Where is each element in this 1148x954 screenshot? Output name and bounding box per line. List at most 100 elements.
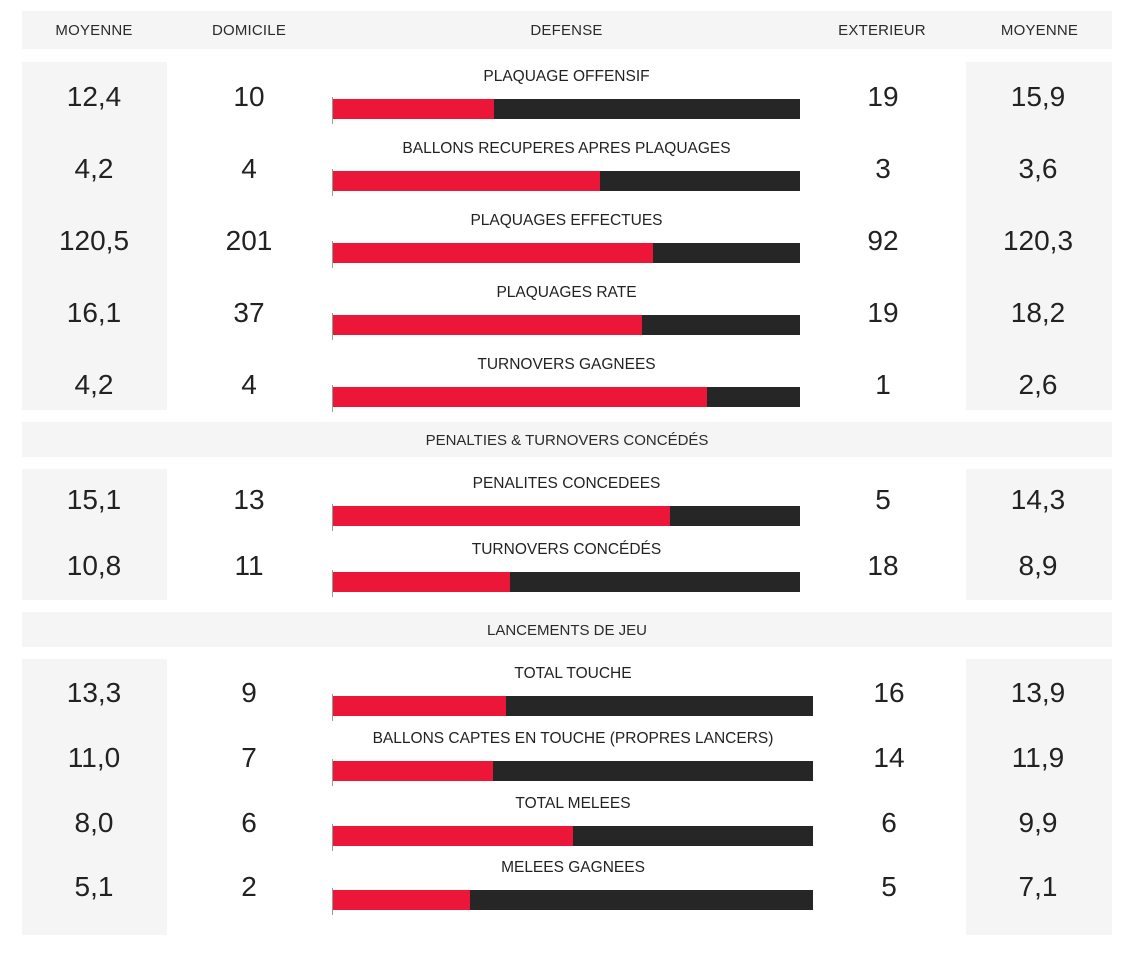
header-home: DOMICILE: [211, 22, 287, 39]
away-value: 18: [867, 550, 899, 581]
avg-home-value: 5,1: [74, 871, 114, 902]
stat-bar: [333, 572, 800, 592]
avg-home-value: 12,4: [66, 81, 122, 112]
stat-bar: [333, 387, 800, 407]
header-avg-home: MOYENNE: [55, 22, 133, 39]
stat-bar: [333, 890, 813, 910]
avg-away-panel-penalties: [966, 469, 1112, 600]
bar-tick: [332, 888, 333, 915]
stat-bar: [333, 99, 800, 119]
bar-tick: [332, 169, 333, 196]
stat-bar-home-fill: [333, 99, 495, 119]
stat-label: PENALITES CONCEDEES: [472, 475, 661, 492]
away-value: 5: [875, 484, 891, 515]
stat-label: TURNOVERS GAGNEES: [477, 356, 656, 373]
stat-label: TOTAL MELEES: [515, 795, 631, 812]
home-value: 10: [233, 81, 265, 112]
avg-home-value: 16,1: [66, 297, 122, 328]
bar-tick: [332, 694, 333, 721]
avg-away-value: 18,2: [1010, 297, 1066, 328]
stat-label: BALLONS CAPTES EN TOUCHE (PROPRES LANCER…: [372, 730, 774, 747]
bar-tick: [332, 504, 333, 531]
stat-label: PLAQUAGE OFFENSIF: [483, 68, 650, 85]
section-title-lineouts: LANCEMENTS DE JEU: [22, 612, 1112, 647]
avg-home-value: 4,2: [74, 369, 114, 400]
bar-tick: [332, 385, 333, 412]
away-value: 92: [867, 225, 899, 256]
home-value: 13: [233, 484, 265, 515]
home-value: 4: [241, 153, 257, 184]
stat-bar-home-fill: [333, 761, 493, 781]
stat-bar-home-fill: [333, 572, 510, 592]
home-value: 4: [241, 369, 257, 400]
avg-home-value: 13,3: [66, 677, 122, 708]
header-avg-away: MOYENNE: [1000, 22, 1079, 39]
stat-label: MELEES GAGNEES: [501, 859, 645, 876]
home-value: 2: [241, 871, 257, 902]
stat-bar: [333, 171, 800, 191]
stat-label: BALLONS RECUPERES APRES PLAQUAGES: [402, 140, 731, 157]
stat-label: PLAQUAGES EFFECTUES: [470, 212, 663, 229]
stat-label: TURNOVERS CONCÉDÉS: [471, 541, 662, 558]
home-value: 7: [241, 742, 257, 773]
home-value: 11: [234, 550, 264, 581]
stat-bar-home-fill: [333, 890, 471, 910]
stat-label: TOTAL TOUCHE: [514, 665, 632, 682]
away-value: 16: [873, 677, 905, 708]
avg-home-value: 11,0: [67, 742, 121, 773]
avg-away-panel-defense: [966, 62, 1112, 410]
avg-home-value: 4,2: [74, 153, 114, 184]
home-value: 37: [233, 297, 265, 328]
avg-home-value: 120,5: [58, 225, 130, 256]
bar-tick: [332, 824, 333, 851]
avg-home-panel-defense: [22, 62, 167, 410]
stat-bar-home-fill: [333, 826, 573, 846]
avg-away-value: 13,9: [1010, 677, 1066, 708]
stat-bar: [333, 696, 813, 716]
section-title-penalties: PENALTIES & TURNOVERS CONCÉDÉS: [22, 422, 1112, 457]
avg-away-value: 14,3: [1010, 484, 1066, 515]
home-value: 201: [225, 225, 273, 256]
avg-away-value: 3,6: [1018, 153, 1058, 184]
avg-home-value: 15,1: [66, 484, 122, 515]
away-value: 19: [867, 81, 899, 112]
avg-home-panel-lineouts: [22, 659, 167, 935]
bar-tick: [332, 570, 333, 597]
away-value: 3: [875, 153, 891, 184]
bar-tick: [332, 313, 333, 340]
stat-bar-home-fill: [333, 506, 671, 526]
bar-tick: [332, 241, 333, 268]
avg-home-value: 10,8: [66, 550, 122, 581]
stat-bar-home-fill: [333, 696, 506, 716]
header-defense: DEFENSE: [530, 22, 603, 39]
bar-tick: [332, 759, 333, 786]
home-value: 9: [241, 677, 257, 708]
avg-away-value: 120,3: [1002, 225, 1074, 256]
stat-bar: [333, 506, 800, 526]
bar-tick: [332, 97, 333, 124]
avg-home-value: 8,0: [74, 807, 114, 838]
table-header: MOYENNE DOMICILE DEFENSE EXTERIEUR MOYEN…: [22, 11, 1112, 49]
away-value: 1: [875, 369, 891, 400]
avg-away-value: 7,1: [1018, 871, 1058, 902]
avg-home-panel-penalties: [22, 469, 167, 600]
away-value: 19: [867, 297, 899, 328]
stat-bar: [333, 315, 800, 335]
avg-away-panel-lineouts: [966, 659, 1112, 935]
avg-away-value: 8,9: [1018, 550, 1058, 581]
avg-away-value: 2,6: [1018, 369, 1058, 400]
avg-away-value: 9,9: [1018, 807, 1058, 838]
avg-away-value: 15,9: [1010, 81, 1066, 112]
stat-label: PLAQUAGES RATE: [496, 284, 637, 301]
home-value: 6: [241, 807, 257, 838]
stat-bar-home-fill: [333, 171, 600, 191]
stat-bar-home-fill: [333, 387, 707, 407]
stat-bar-home-fill: [333, 315, 642, 335]
away-value: 5: [881, 871, 897, 902]
header-away: EXTERIEUR: [838, 22, 926, 39]
away-value: 14: [873, 742, 905, 773]
stat-bar: [333, 243, 800, 263]
away-value: 6: [881, 807, 897, 838]
stat-bar-home-fill: [333, 243, 654, 263]
avg-away-value: 11,9: [1011, 742, 1065, 773]
